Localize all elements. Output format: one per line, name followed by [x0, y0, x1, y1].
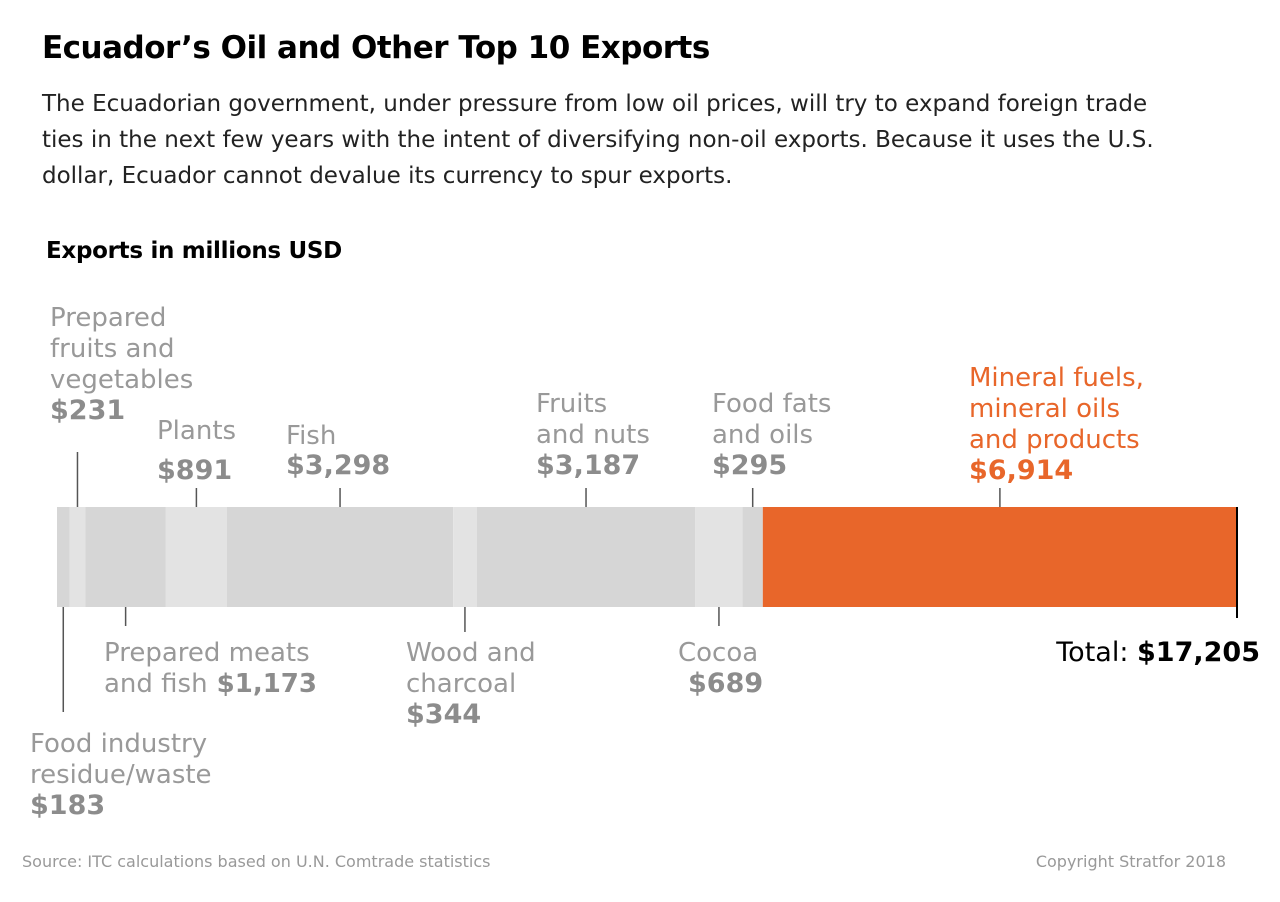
segment-value-food-industry-residue-waste: $183 — [30, 790, 105, 821]
copyright-note: Copyright Stratfor 2018 — [1035, 852, 1226, 871]
segment-label-prepared-fruits-and-vegetables: fruits and — [50, 334, 174, 364]
segment-label-food-industry-residue-waste: Food industry — [30, 729, 207, 759]
bar-segment-wood-and-charcoal — [453, 507, 477, 607]
segment-label-prepared-fruits-and-vegetables: vegetables — [50, 365, 193, 395]
total-label: Total: $17,205 — [1055, 637, 1260, 668]
bar-segment-prepared-meats-and-fish — [85, 507, 166, 607]
segment-label-fish: Fish — [286, 421, 336, 451]
segment-label-mineral-fuels-mineral-oils-and-products: mineral oils — [969, 394, 1120, 424]
segment-label-wood-and-charcoal: charcoal — [406, 669, 516, 699]
source-note: Source: ITC calculations based on U.N. C… — [22, 852, 491, 871]
segment-value-fish: $3,298 — [286, 450, 390, 481]
segment-label-wood-and-charcoal: Wood and — [406, 638, 536, 668]
segment-value-cocoa: $689 — [688, 668, 763, 699]
bar-segment-fish — [226, 507, 454, 607]
bar-segment-cocoa — [695, 507, 743, 607]
units-label: Exports in millions USD — [46, 238, 342, 264]
bar-segment-prepared-fruits-and-vegetables — [69, 507, 86, 607]
segment-label-cocoa: Cocoa — [678, 638, 758, 668]
segment-value-prepared-meats-and-fish: $1,173 — [208, 669, 317, 699]
chart-subtitle: The Ecuadorian government, under pressur… — [42, 91, 1154, 189]
segment-label-food-industry-residue-waste: residue/waste — [30, 760, 212, 790]
total-value: $17,205 — [1137, 637, 1260, 668]
segment-label-plants: Plants — [157, 416, 236, 446]
segment-value-food-fats-and-oils: $295 — [712, 450, 787, 481]
segment-label-mineral-fuels-mineral-oils-and-products: Mineral fuels, — [969, 363, 1144, 393]
segment-label-food-fats-and-oils: and oils — [712, 420, 813, 450]
segment-value-wood-and-charcoal: $344 — [406, 699, 481, 730]
segment-label-fruits-and-nuts: Fruits — [536, 389, 607, 419]
chart-title: Ecuador’s Oil and Other Top 10 Exports — [42, 30, 710, 66]
bar-segment-mineral-fuels-mineral-oils-and-products — [762, 507, 1237, 607]
segment-value-prepared-fruits-and-vegetables: $231 — [50, 395, 125, 426]
segment-value-fruits-and-nuts: $3,187 — [536, 450, 640, 481]
segment-label-mineral-fuels-mineral-oils-and-products: and products — [969, 425, 1140, 455]
bar-segment-food-industry-residue-waste — [57, 507, 70, 607]
bar-segment-food-fats-and-oils — [742, 507, 763, 607]
bar-segment-plants — [165, 507, 227, 607]
segment-label-food-fats-and-oils: Food fats — [712, 389, 831, 419]
segment-value-plants: $891 — [157, 455, 232, 486]
bar-segment-fruits-and-nuts — [476, 507, 696, 607]
segment-label-prepared-meats-and-fish: and fish $1,173 — [104, 669, 317, 699]
segment-label-prepared-fruits-and-vegetables: Prepared — [50, 303, 166, 333]
segment-value-mineral-fuels-mineral-oils-and-products: $6,914 — [969, 455, 1073, 486]
segment-label-prepared-meats-and-fish: Prepared meats — [104, 638, 310, 668]
segment-label-fruits-and-nuts: and nuts — [536, 420, 650, 450]
